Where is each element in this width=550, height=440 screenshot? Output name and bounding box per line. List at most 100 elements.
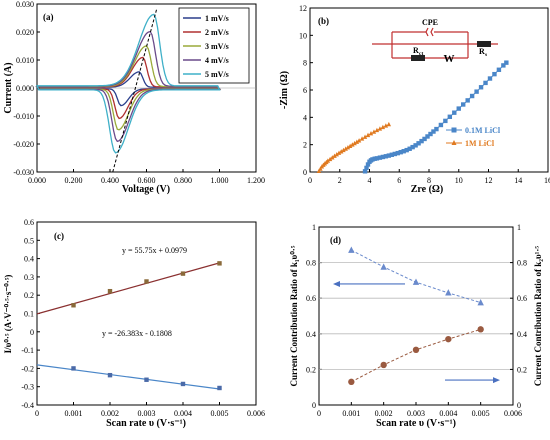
x-tick-label: 0.600 <box>138 176 156 185</box>
y-tick-label: -0.020 <box>13 140 34 149</box>
data-point <box>144 279 149 284</box>
data-point <box>386 121 392 127</box>
fit-line <box>36 262 220 315</box>
data-point <box>412 278 420 285</box>
data-point <box>327 156 333 162</box>
data-point <box>348 378 355 386</box>
x-tick-label: 0 <box>35 409 39 418</box>
data-point <box>443 118 448 124</box>
y-tick-label: 0.030 <box>16 0 34 9</box>
panel-label: (c) <box>54 231 64 241</box>
y-tick-label: 0.2 <box>306 365 316 374</box>
data-point <box>365 132 371 138</box>
x-tick-label: 1.000 <box>211 176 229 185</box>
x-axis-label: Scan rate υ (V·s⁻¹) <box>376 418 456 429</box>
data-point <box>330 155 335 160</box>
x-tick-label: 6 <box>397 176 401 185</box>
y-tick-label: 0.020 <box>16 28 34 37</box>
x-tick-label: 0.000 <box>28 176 46 185</box>
x-tick-label: 0.200 <box>65 176 83 185</box>
y-tick-label: 8 <box>303 59 307 68</box>
circuit-label-cpe: CPE <box>422 18 438 27</box>
data-point <box>407 146 412 151</box>
data-point <box>461 102 466 107</box>
x-tick-label: 2 <box>338 176 342 185</box>
x-axis-label: Zre (Ω) <box>411 184 444 195</box>
x-tick-label: 0.003 <box>407 409 425 418</box>
data-point <box>180 271 186 276</box>
data-point <box>107 372 113 378</box>
data-point <box>465 98 470 103</box>
x-tick-label: 0.800 <box>174 176 192 185</box>
x-axis-label: Scan rate υ (V·s⁻¹) <box>106 418 186 429</box>
data-point <box>348 246 355 253</box>
circuit-label-rs-sub: s <box>485 52 487 58</box>
data-point <box>487 76 493 81</box>
y-tick-label: 10 <box>299 31 307 40</box>
y2-tick-label: 0 <box>517 401 521 410</box>
y-tick-label: 0 <box>312 401 316 410</box>
y2-tick-label: 1 <box>517 223 521 232</box>
cpe-gap <box>426 28 434 36</box>
data-point <box>372 156 377 161</box>
data-point <box>474 89 479 94</box>
y-tick-label: -0.4 <box>21 401 34 410</box>
data-point <box>377 126 383 131</box>
panel-label: (d) <box>330 235 341 245</box>
circuit-label-rct: R <box>413 46 419 55</box>
data-point <box>431 129 436 134</box>
x-tick-label: 0.006 <box>504 409 522 418</box>
y-tick-label: 12 <box>299 4 307 13</box>
data-point <box>354 139 360 144</box>
data-point <box>325 158 331 163</box>
data-point <box>478 85 484 90</box>
y-axis-label: -Zim (Ω) <box>279 71 290 109</box>
x-tick-label: 12 <box>485 176 493 185</box>
data-point <box>380 154 386 160</box>
data-point <box>359 136 365 141</box>
x-tick-label: 0 <box>317 409 321 418</box>
circuit-label-rct-sub: ct <box>419 51 423 57</box>
data-point <box>395 150 400 156</box>
y-tick-label: 6 <box>303 86 307 95</box>
x-tick-label: 0.001 <box>65 409 83 418</box>
panel-c: 0 0.001 0.002 0.003 0.004 0.005 0.006 -0.4 -0.3 -… <box>3 218 265 429</box>
data-point <box>380 124 386 130</box>
x-axis-label: Voltage (V) <box>122 184 170 195</box>
data-point <box>217 385 222 391</box>
data-point <box>451 140 457 145</box>
legend-label: 0.1M LiCl <box>465 126 501 135</box>
y-tick-label: 0.2 <box>24 291 34 300</box>
panel-a: 0.000 0.200 0.400 0.600 0.800 1.000 1.200 -0.03… <box>3 0 265 195</box>
data-point <box>71 366 76 371</box>
data-point <box>368 131 374 136</box>
data-point <box>447 114 453 119</box>
plot-frame <box>318 226 514 406</box>
x-tick-label: 0.400 <box>101 176 119 185</box>
data-point <box>365 162 371 167</box>
y-axis-label-left: Current Contribution Ratio of k₁υ⁰·⁵ <box>289 245 299 386</box>
data-point <box>419 138 424 144</box>
data-point <box>352 140 357 146</box>
x-tick-label: 4 <box>368 176 372 185</box>
data-point <box>380 263 387 270</box>
y-tick-label: 1 <box>312 223 316 232</box>
data-point <box>374 127 380 133</box>
x-tick-label: 0.005 <box>472 409 490 418</box>
x-tick-label: 0.004 <box>439 409 457 418</box>
y-tick-label: -0.010 <box>13 112 34 121</box>
data-point <box>413 143 418 148</box>
fit-line <box>36 364 220 390</box>
data-point <box>341 147 346 153</box>
y-tick-label: -0.030 <box>13 168 34 177</box>
y-tick-label: 0.1 <box>24 310 34 319</box>
trend-line <box>351 328 481 383</box>
data-point <box>392 151 397 157</box>
peak-trend-line <box>112 9 158 173</box>
cv-curve <box>35 13 221 154</box>
y2-tick-label: 0.6 <box>517 294 527 303</box>
data-point <box>434 126 439 132</box>
y-axis-label-right: Current Contribution Ratio of k₂υ¹·⁵ <box>533 246 543 386</box>
data-point <box>438 122 444 128</box>
y-tick-label: 0.3 <box>24 273 34 282</box>
